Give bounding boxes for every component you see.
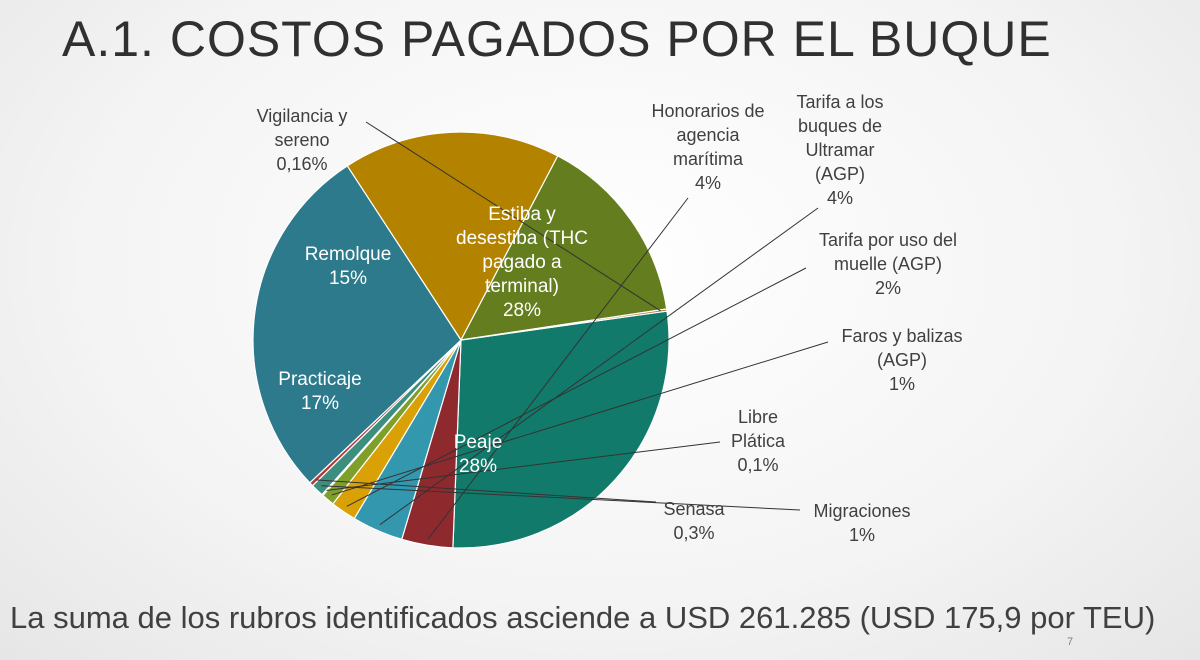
pie-slice <box>346 131 559 342</box>
slice-label: Tarifa por uso del muelle (AGP) 2% <box>819 230 957 298</box>
slice-label: Senasa 0,3% <box>663 499 725 543</box>
slice-label: Remolque 15% <box>305 244 392 289</box>
leader-line <box>379 207 819 526</box>
pie-slices <box>252 131 670 549</box>
slide-title: A.1. COSTOS PAGADOS POR EL BUQUE <box>62 11 1052 67</box>
leader-line <box>365 121 661 312</box>
slice-label: Vigilancia y sereno 0,16% <box>257 106 348 174</box>
leader-line <box>326 441 721 491</box>
page-number: 7 <box>1067 636 1074 648</box>
slice-label: Practicaje 17% <box>278 369 361 414</box>
slice-label: Peaje 28% <box>454 432 503 477</box>
pie-chart: Estiba y desestiba (THC pagado a terminal) 2… <box>252 92 963 549</box>
slice-label: Libre Plática 0,1% <box>731 407 786 475</box>
slice-label: Tarifa a los buques de Ultramar (AGP) 4% <box>796 92 883 208</box>
summary-text: La suma de los rubros identificados asci… <box>10 600 1156 635</box>
slice-labels: Estiba y desestiba (THC pagado a terminal) 2… <box>257 92 963 545</box>
pie-slice <box>252 164 462 484</box>
leader-line <box>331 341 829 496</box>
slice-label: Estiba y desestiba (THC pagado a terminal) 2… <box>456 204 588 321</box>
leader-line <box>427 197 689 540</box>
slice-label: Honorarios de agencia marítima 4% <box>651 101 764 193</box>
slice-label: Faros y balizas (AGP) 1% <box>841 326 962 394</box>
leader-line <box>315 479 657 503</box>
leader-lines <box>315 121 829 540</box>
leader-line <box>321 485 801 511</box>
pie-slice <box>452 310 670 549</box>
pie-slice <box>460 308 668 341</box>
slice-label: Migraciones 1% <box>813 501 910 545</box>
